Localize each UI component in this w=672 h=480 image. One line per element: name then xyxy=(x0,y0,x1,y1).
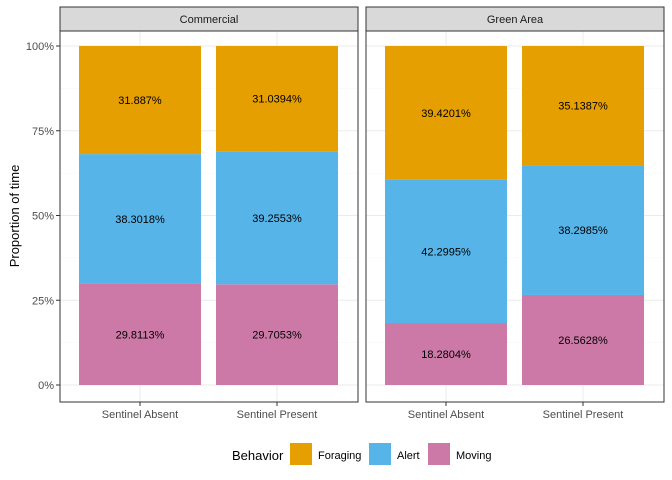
facet-strip-label: Green Area xyxy=(487,14,544,26)
bar-segment xyxy=(522,46,644,166)
bar-segment xyxy=(385,46,507,180)
bar-segment xyxy=(79,154,201,284)
bar-segment xyxy=(385,323,507,385)
data-label: 38.2985% xyxy=(558,225,608,237)
panel-border xyxy=(365,30,665,403)
facet-panel: Commercial 29.8113% 38.3018% 31.887% 29.7053… xyxy=(26,6,359,421)
data-label: 29.7053% xyxy=(252,330,302,342)
bar-segment xyxy=(522,165,644,295)
data-label: 39.4201% xyxy=(421,108,471,120)
legend-key xyxy=(290,443,312,465)
y-tick-label: 50% xyxy=(32,211,54,223)
panel-border xyxy=(59,30,359,403)
x-tick-label: Sentinel Present xyxy=(543,409,624,421)
data-label: 18.2804% xyxy=(421,349,471,361)
y-tick-label: 100% xyxy=(26,41,54,53)
legend-key xyxy=(369,443,391,465)
y-tick-label: 0% xyxy=(38,380,54,392)
facet-strip-label: Commercial xyxy=(180,14,239,26)
x-tick-label: Sentinel Absent xyxy=(408,409,484,421)
bar-segment xyxy=(79,45,201,155)
bar-segment xyxy=(216,151,338,285)
data-label: 35.1387% xyxy=(558,101,608,113)
facet-panels: Commercial 29.8113% 38.3018% 31.887% 29.7053… xyxy=(26,6,665,421)
x-tick-label: Sentinel Present xyxy=(237,409,318,421)
data-label: 42.2995% xyxy=(421,246,471,258)
data-label: 39.2553% xyxy=(252,213,302,225)
y-tick-label: 75% xyxy=(32,126,54,138)
data-label: 26.5628% xyxy=(558,335,608,347)
legend-title: Behavior xyxy=(232,448,284,463)
facet-strip xyxy=(59,6,359,32)
bar-segment xyxy=(522,294,644,385)
bar-segment xyxy=(79,283,201,385)
x-tick-label: Sentinel Absent xyxy=(102,409,178,421)
y-axis-title: Proportion of time xyxy=(7,165,22,268)
data-label: 29.8113% xyxy=(116,329,165,341)
y-tick-label: 25% xyxy=(32,295,54,307)
legend-label: Moving xyxy=(456,450,491,462)
legend-label: Foraging xyxy=(318,450,361,462)
bar-segment xyxy=(385,179,507,324)
legend-key xyxy=(428,443,450,465)
bar-segment xyxy=(216,284,338,385)
data-label: 31.0394% xyxy=(252,94,302,106)
legend-label: Alert xyxy=(397,450,420,462)
bar-segment xyxy=(216,46,338,152)
facet-panel: Green Area 18.2804% 42.2995% 39.4201% 26.562… xyxy=(365,6,665,421)
data-label: 38.3018% xyxy=(115,214,165,226)
data-label: 31.887% xyxy=(118,95,162,107)
facet-strip xyxy=(365,6,665,32)
legend: Behavior Foraging Alert Moving xyxy=(232,443,491,465)
